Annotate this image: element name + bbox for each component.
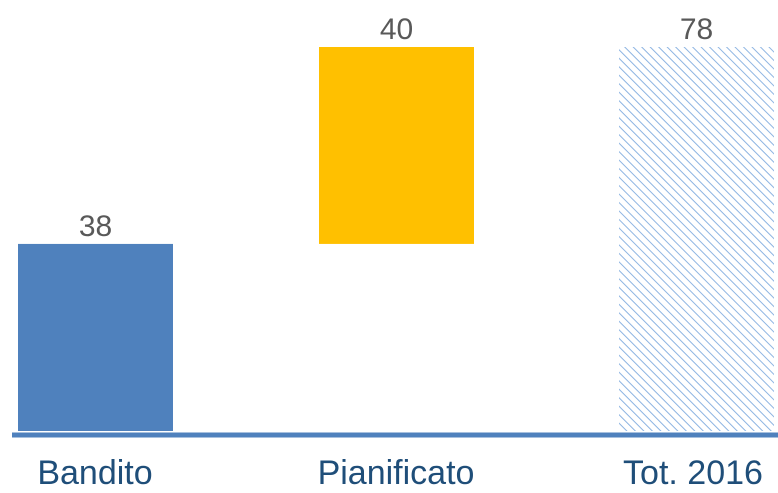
category-label: Tot. 2016 <box>623 454 763 488</box>
category-label: Bandito <box>37 454 152 488</box>
value-label: 40 <box>380 13 413 46</box>
category-labels-layer: Bandito Pianificato Tot. 2016 <box>37 454 763 492</box>
bar-bandito <box>18 243 173 431</box>
bars-layer <box>18 47 774 431</box>
bar-tot-2016 <box>619 47 774 431</box>
category-label: Pianificato <box>318 454 475 488</box>
value-labels-layer: 38 40 78 <box>79 13 713 243</box>
value-label: 78 <box>680 13 713 46</box>
value-label: 38 <box>79 210 112 243</box>
bar-pianificato <box>319 47 474 244</box>
